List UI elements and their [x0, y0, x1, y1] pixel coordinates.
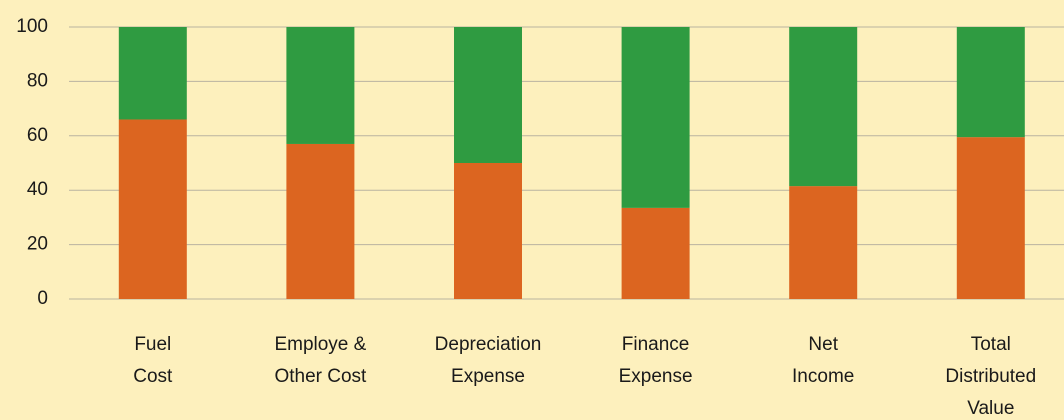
x-tick-label: Finance — [622, 334, 690, 355]
x-tick-label: Income — [792, 366, 854, 387]
bar-segment — [789, 27, 858, 187]
y-tick-label: 40 — [27, 179, 48, 200]
bar-segment — [118, 119, 187, 299]
x-tick-label: Net — [808, 334, 838, 355]
bar-segment — [621, 27, 690, 208]
x-tick-label: Total — [971, 334, 1011, 355]
x-tick-label: Cost — [133, 366, 173, 387]
x-tick-label: Fuel — [134, 334, 171, 355]
x-tick-label: Employe & — [274, 334, 366, 355]
bar-segment — [956, 137, 1025, 299]
bar-segment — [118, 27, 187, 120]
y-tick-label: 80 — [27, 70, 48, 91]
bar-segment — [956, 27, 1025, 138]
y-tick-label: 60 — [27, 125, 48, 146]
y-tick-label: 0 — [37, 288, 48, 309]
bar-segment — [286, 143, 355, 299]
bar-segment — [789, 186, 858, 299]
bar-segment — [621, 207, 690, 299]
x-tick-label: Depreciation — [435, 334, 542, 355]
x-tick-label: Distributed — [945, 366, 1036, 387]
x-tick-label: Value — [967, 398, 1014, 419]
y-tick-label: 20 — [27, 234, 48, 255]
bar-segment — [454, 27, 522, 163]
bar-segment — [286, 27, 355, 144]
x-tick-label: Expense — [619, 366, 693, 387]
bar-segment — [454, 163, 522, 299]
y-tick-label: 100 — [16, 16, 48, 37]
x-tick-label: Other Cost — [274, 366, 367, 387]
x-tick-label: Expense — [451, 366, 525, 387]
